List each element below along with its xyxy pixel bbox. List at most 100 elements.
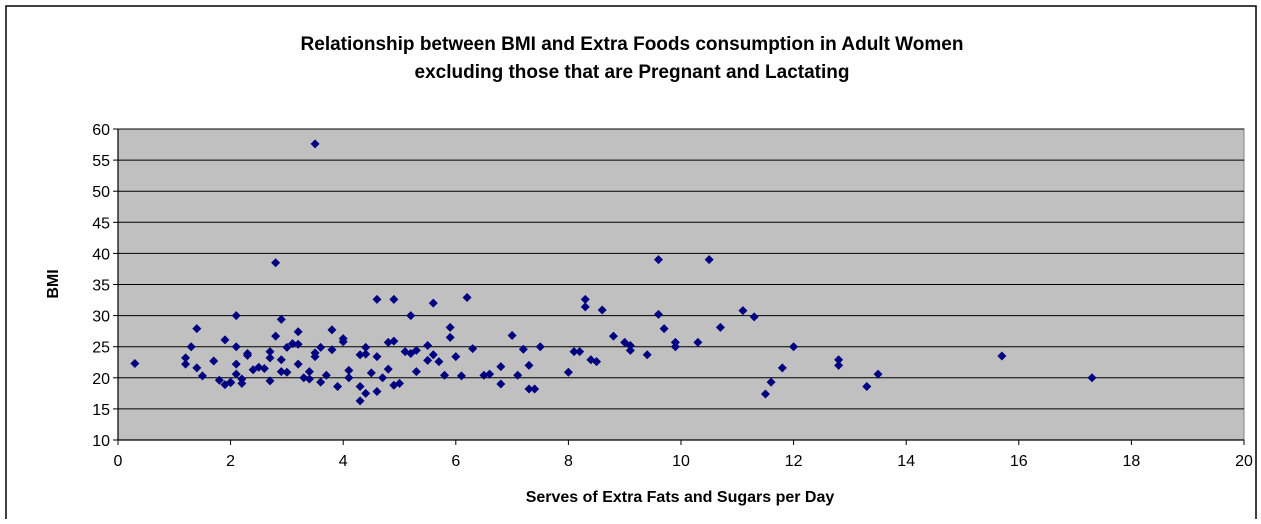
data-point bbox=[456, 371, 466, 381]
data-point bbox=[659, 324, 669, 334]
data-point bbox=[451, 352, 461, 362]
x-tick-label: 14 bbox=[897, 453, 915, 470]
data-point bbox=[524, 360, 534, 370]
x-tick-label: 8 bbox=[564, 453, 573, 470]
data-point bbox=[873, 369, 883, 379]
data-point bbox=[530, 384, 540, 394]
y-tick-label: 45 bbox=[92, 215, 110, 232]
data-point bbox=[372, 294, 382, 304]
data-point bbox=[411, 345, 421, 355]
data-point bbox=[214, 375, 224, 385]
data-point bbox=[597, 305, 607, 315]
data-point bbox=[378, 373, 388, 383]
y-tick-label: 40 bbox=[92, 246, 110, 263]
data-point bbox=[242, 350, 252, 360]
x-tick-label: 18 bbox=[1123, 453, 1141, 470]
x-tick-labels: 0 2 4 6 8 10 12 14 16 18 20 bbox=[114, 440, 1253, 470]
data-point bbox=[231, 369, 241, 379]
data-point bbox=[265, 347, 275, 357]
data-point bbox=[496, 379, 506, 389]
data-point bbox=[693, 337, 703, 347]
data-point bbox=[293, 339, 303, 349]
data-point bbox=[670, 337, 680, 347]
data-point bbox=[355, 382, 365, 392]
data-point bbox=[197, 371, 207, 381]
data-point bbox=[445, 332, 455, 342]
data-point bbox=[265, 376, 275, 386]
data-point bbox=[715, 322, 725, 332]
data-point bbox=[389, 336, 399, 346]
x-tick-label: 2 bbox=[226, 453, 235, 470]
data-point bbox=[181, 353, 191, 363]
data-point bbox=[862, 382, 872, 392]
data-point bbox=[361, 342, 371, 352]
data-point bbox=[310, 139, 320, 149]
data-point bbox=[608, 331, 618, 341]
x-tick-label: 10 bbox=[672, 453, 690, 470]
data-point bbox=[231, 311, 241, 321]
data-point bbox=[406, 311, 416, 321]
data-point bbox=[625, 340, 635, 350]
data-point bbox=[226, 377, 236, 387]
x-tick-label: 16 bbox=[1010, 453, 1028, 470]
x-tick-label: 6 bbox=[451, 453, 460, 470]
data-point bbox=[496, 362, 506, 372]
data-point bbox=[507, 331, 517, 341]
data-point bbox=[310, 352, 320, 362]
data-point bbox=[569, 347, 579, 357]
data-point bbox=[513, 370, 523, 380]
y-tick-label: 30 bbox=[92, 309, 110, 326]
x-axis-label: Serves of Extra Fats and Sugars per Day bbox=[526, 489, 835, 506]
data-point bbox=[259, 363, 269, 373]
data-point bbox=[282, 367, 292, 377]
y-tick-label: 10 bbox=[92, 433, 110, 450]
y-tick-labels: 10 15 20 25 30 35 40 45 50 55 60 bbox=[92, 122, 118, 450]
data-point bbox=[434, 357, 444, 367]
data-point bbox=[535, 342, 545, 352]
data-point bbox=[524, 384, 534, 394]
data-point bbox=[766, 377, 776, 387]
data-point bbox=[293, 327, 303, 337]
data-point bbox=[575, 347, 585, 357]
data-point bbox=[265, 353, 275, 363]
y-tick-label: 55 bbox=[92, 153, 110, 170]
data-point bbox=[485, 369, 495, 379]
data-point bbox=[462, 293, 472, 303]
data-point bbox=[428, 298, 438, 308]
y-tick-label: 25 bbox=[92, 340, 110, 357]
data-point bbox=[276, 314, 286, 324]
data-point bbox=[321, 370, 331, 380]
data-point bbox=[395, 378, 404, 388]
data-point bbox=[186, 342, 196, 352]
data-point bbox=[653, 309, 663, 319]
y-tick-label: 50 bbox=[92, 184, 110, 201]
data-point bbox=[316, 377, 326, 387]
x-tick-label: 12 bbox=[785, 453, 803, 470]
data-point bbox=[209, 356, 219, 366]
x-tick-label: 0 bbox=[114, 453, 123, 470]
data-point bbox=[192, 324, 202, 334]
data-point bbox=[440, 370, 450, 380]
data-point bbox=[423, 340, 433, 350]
data-point bbox=[389, 294, 399, 304]
y-tick-label: 60 bbox=[92, 122, 110, 139]
data-point bbox=[316, 342, 326, 352]
data-point bbox=[580, 302, 590, 312]
data-point bbox=[304, 367, 314, 377]
data-point bbox=[653, 255, 663, 265]
data-point bbox=[237, 374, 247, 384]
data-point bbox=[355, 350, 365, 360]
data-point bbox=[749, 312, 759, 322]
data-point bbox=[423, 355, 433, 365]
data-point bbox=[231, 359, 241, 369]
y-axis-label: BMI bbox=[45, 269, 62, 298]
data-point bbox=[361, 388, 371, 398]
data-point bbox=[625, 345, 635, 355]
data-point bbox=[231, 342, 241, 352]
data-point bbox=[130, 358, 140, 368]
data-point bbox=[344, 373, 354, 383]
data-point bbox=[642, 350, 652, 360]
data-point bbox=[327, 345, 337, 355]
data-point bbox=[777, 363, 787, 373]
